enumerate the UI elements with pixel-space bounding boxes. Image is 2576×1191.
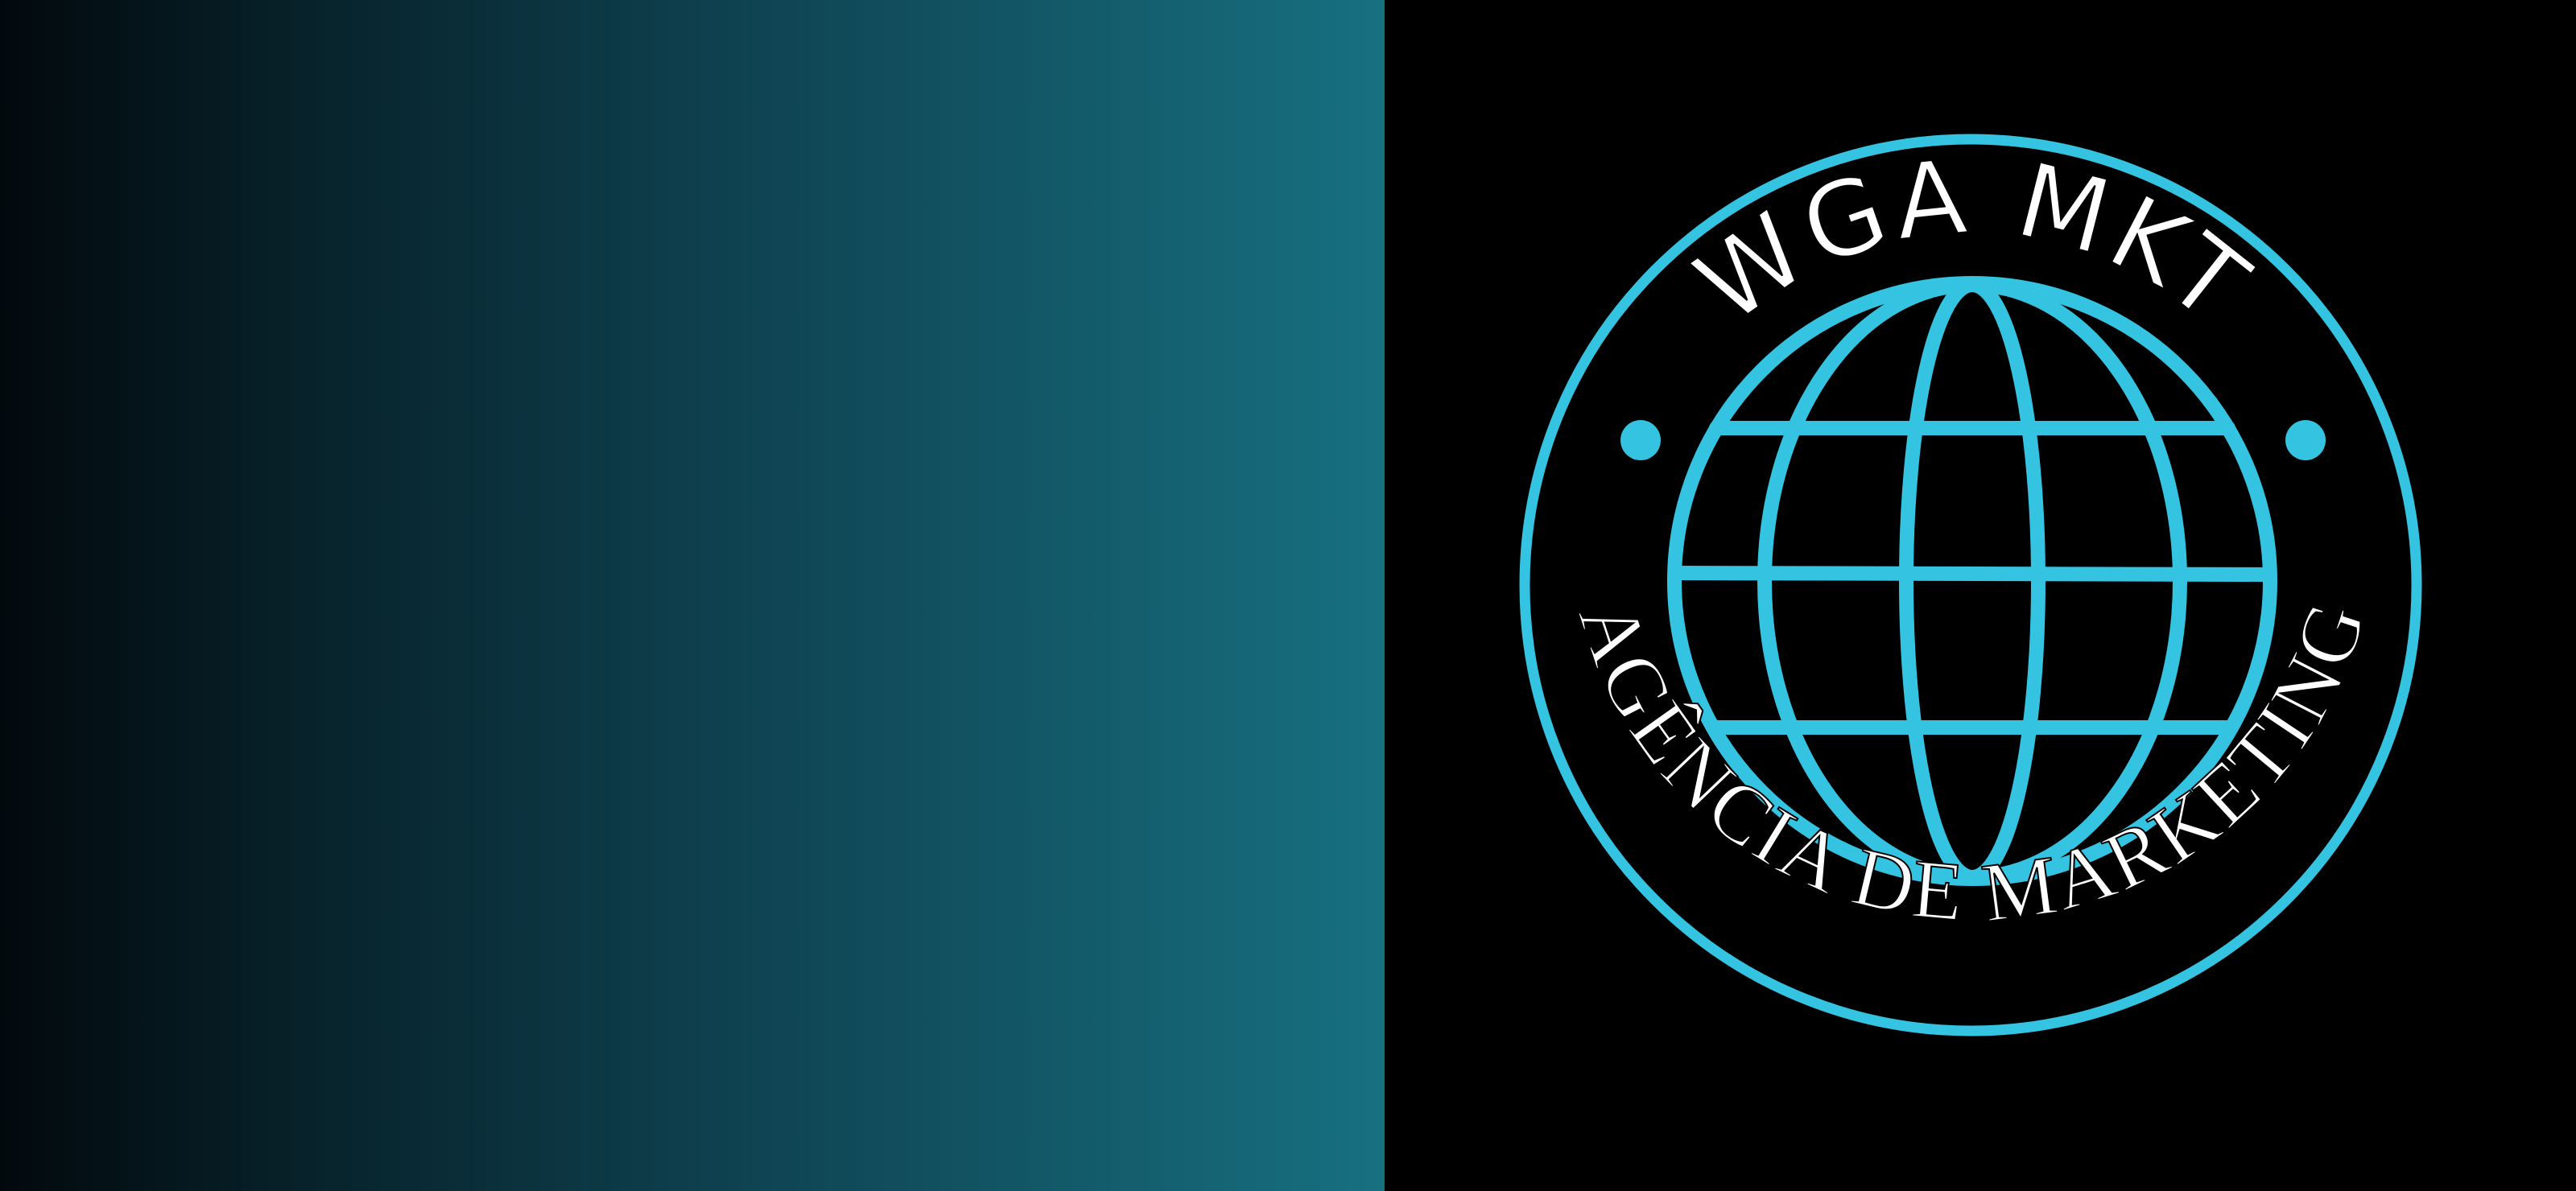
dot-icon <box>2285 420 2326 460</box>
globe-icon <box>1667 276 2277 886</box>
brand-name-text: WGA MKT <box>1675 137 2272 348</box>
seal-outer-ring <box>1519 134 2422 1036</box>
gradient-panel <box>0 0 1385 1191</box>
dot-icon <box>1620 420 1661 460</box>
logo-panel <box>1385 0 2576 1191</box>
